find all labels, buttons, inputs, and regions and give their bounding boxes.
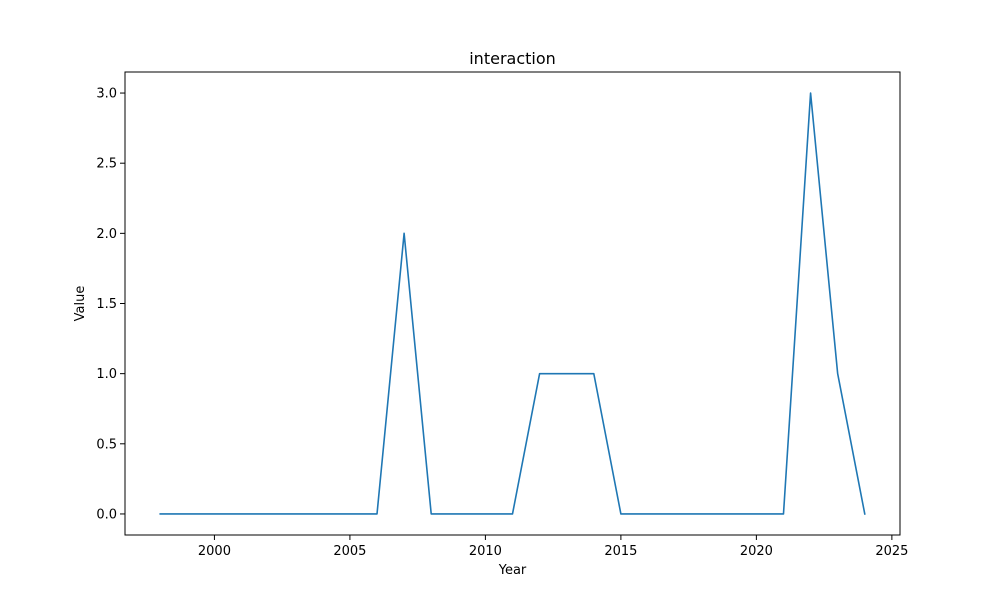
y-tick-label: 3.0 [96,87,117,102]
x-tick-label: 2005 [333,544,366,559]
y-tick-label: 2.5 [96,157,117,172]
x-axis-label: Year [498,563,527,578]
series-line-0 [159,92,866,515]
y-tick-label: 0.0 [96,507,117,522]
x-tick-label: 2015 [604,544,637,559]
x-axis: 2000 2005 2010 2015 2020 2025 [198,535,908,559]
y-tick-label: 2.0 [96,227,117,242]
x-tick-label: 2010 [469,544,502,559]
y-axis: 0.0 0.5 1.0 1.5 2.0 2.5 3.0 [96,87,125,522]
y-tick-label: 0.5 [96,437,117,452]
y-tick-label: 1.0 [96,367,117,382]
series-layer [159,92,866,515]
x-tick-label: 2020 [740,544,773,559]
chart-title: interaction [469,49,556,68]
y-tick-label: 1.5 [96,297,117,312]
x-tick-label: 2025 [875,544,908,559]
x-tick-label: 2000 [198,544,231,559]
y-axis-label: Value [73,286,88,322]
